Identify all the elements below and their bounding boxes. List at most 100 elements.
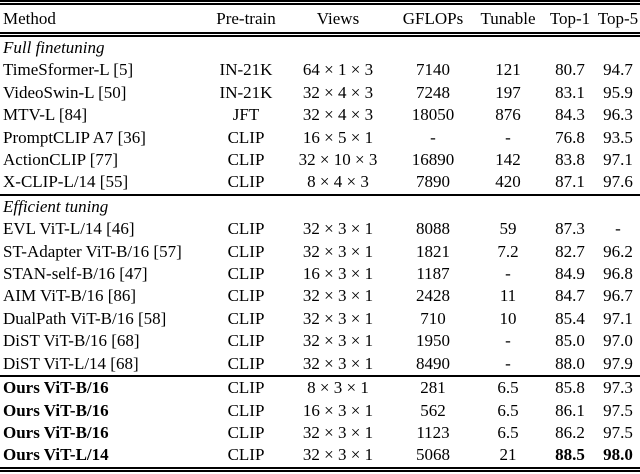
tunable-cell: - (505, 127, 511, 147)
gflops-cell: 7248 (416, 82, 450, 102)
gflops-cell: 1123 (416, 422, 450, 442)
top5-cell: 96.2 (603, 241, 633, 261)
pretrain-cell: CLIP (227, 286, 265, 306)
tunable-cell: 21 (499, 445, 517, 465)
top5-cell: 96.7 (603, 286, 633, 306)
top5-cell: 97.6 (603, 172, 633, 192)
pretrain-cell: CLIP (227, 445, 265, 465)
pretrain-cell: CLIP (227, 219, 265, 239)
tunable-cell: 6.5 (497, 422, 519, 442)
top1-cell: 87.1 (555, 172, 585, 192)
table-row: Ours ViT-B/16 CLIP 16 × 3 × 1 562 6.5 86… (0, 400, 640, 422)
pretrain-cell: JFT (232, 105, 260, 125)
table-row: EVL ViT-L/14 [46] CLIP 32 × 3 × 1 8088 5… (0, 218, 640, 240)
views-cell: 32 × 3 × 1 (302, 241, 374, 261)
top5-cell: 96.3 (603, 105, 633, 125)
tunable-cell: 6.5 (497, 400, 519, 420)
method-cell: AIM ViT-B/16 [86] (3, 286, 137, 306)
table-row: TimeSformer-L [5] IN-21K 64 × 1 × 3 7140… (0, 59, 640, 81)
table-row: Ours ViT-L/14 CLIP 32 × 3 × 1 5068 21 88… (0, 444, 640, 469)
gflops-cell: 281 (394, 375, 472, 400)
top5-cell: 98.0 (603, 445, 633, 465)
method-cell: ActionCLIP [77] (3, 150, 119, 170)
top5-cell: 97.5 (603, 422, 633, 442)
gflops-cell: 710 (420, 308, 446, 328)
tunable-cell: 197 (495, 82, 521, 102)
top1-cell: 85.4 (555, 308, 585, 328)
table-row: STAN-self-B/16 [47] CLIP 16 × 3 × 1 1187… (0, 263, 640, 285)
top1-cell: 84.3 (555, 105, 585, 125)
pretrain-cell: CLIP (227, 241, 265, 261)
tunable-cell: 6.5 (472, 375, 544, 400)
views-cell: 8 × 3 × 1 (282, 375, 394, 400)
section-label: Full finetuning (3, 38, 105, 57)
method-cell: TimeSformer-L [5] (3, 60, 134, 80)
top5-cell: 97.3 (596, 375, 640, 400)
gflops-cell: 1187 (416, 264, 450, 284)
top1-cell: 80.7 (555, 60, 585, 80)
column-header-gflops: GFLOPs (394, 2, 472, 37)
top1-cell: 85.0 (555, 331, 585, 351)
table-row: Ours ViT-B/16 CLIP 8 × 3 × 1 281 6.5 85.… (0, 375, 640, 400)
column-header-method: Method (0, 2, 210, 37)
method-cell: DiST ViT-B/16 [68] (3, 331, 140, 351)
tunable-cell: 7.2 (497, 241, 519, 261)
top1-cell: 86.1 (555, 400, 585, 420)
table-header-row: Method Pre-train Views GFLOPs Tunable To… (0, 2, 640, 37)
top5-cell: 97.1 (603, 150, 633, 170)
method-cell: ST-Adapter ViT-B/16 [57] (3, 241, 182, 261)
views-cell: 32 × 3 × 1 (302, 353, 374, 373)
method-cell: Ours ViT-B/16 (3, 400, 109, 420)
tunable-cell: - (505, 331, 511, 351)
gflops-cell: 562 (420, 400, 446, 420)
table-row: ST-Adapter ViT-B/16 [57] CLIP 32 × 3 × 1… (0, 241, 640, 263)
column-header-tunable: Tunable (472, 2, 544, 37)
views-cell: 32 × 3 × 1 (302, 445, 374, 465)
views-cell: 64 × 1 × 3 (302, 60, 374, 80)
top1-cell: 76.8 (555, 127, 585, 147)
pretrain-cell: CLIP (227, 400, 265, 420)
top5-cell: 97.0 (603, 331, 633, 351)
pretrain-cell: IN-21K (219, 60, 273, 80)
column-header-top1: Top-1 (544, 2, 596, 37)
column-header-views: Views (282, 2, 394, 37)
method-cell: VideoSwin-L [50] (3, 82, 127, 102)
top5-cell: 96.8 (603, 264, 633, 284)
top1-cell: 83.8 (555, 150, 585, 170)
top1-cell: 88.0 (555, 353, 585, 373)
views-cell: 8 × 4 × 3 (307, 172, 369, 192)
table-row: Ours ViT-B/16 CLIP 32 × 3 × 1 1123 6.5 8… (0, 422, 640, 444)
pretrain-cell: CLIP (227, 264, 265, 284)
views-cell: 32 × 4 × 3 (302, 82, 374, 102)
views-cell: 32 × 3 × 1 (302, 308, 374, 328)
tunable-cell: - (505, 264, 511, 284)
pretrain-cell: CLIP (227, 308, 265, 328)
views-cell: 16 × 3 × 1 (302, 264, 374, 284)
section-label: Efficient tuning (0, 193, 640, 219)
method-cell: DiST ViT-L/14 [68] (3, 353, 139, 373)
pretrain-cell: CLIP (227, 353, 265, 373)
top1-cell: 85.8 (544, 375, 596, 400)
top1-cell: 83.1 (555, 82, 585, 102)
pretrain-cell: CLIP (227, 150, 265, 170)
gflops-cell: 1821 (416, 241, 450, 261)
top5-cell: 94.7 (603, 60, 633, 80)
top1-cell: 87.3 (555, 219, 585, 239)
gflops-cell: 16890 (411, 150, 455, 170)
gflops-cell: 7890 (416, 172, 450, 192)
gflops-cell: 18050 (411, 105, 455, 125)
views-cell: 32 × 4 × 3 (302, 105, 374, 125)
pretrain-cell: IN-21K (219, 82, 273, 102)
top5-cell: 93.5 (603, 127, 633, 147)
tunable-cell: 142 (495, 150, 521, 170)
table-row: MTV-L [84] JFT 32 × 4 × 3 18050 876 84.3… (0, 104, 640, 126)
top1-cell: 84.7 (555, 286, 585, 306)
top1-cell: 88.5 (555, 445, 585, 465)
views-cell: 32 × 10 × 3 (298, 150, 378, 170)
table-row: DualPath ViT-B/16 [58] CLIP 32 × 3 × 1 7… (0, 308, 640, 330)
views-cell: 32 × 3 × 1 (302, 422, 374, 442)
gflops-cell: 7140 (416, 60, 450, 80)
table-row: ActionCLIP [77] CLIP 32 × 10 × 3 16890 1… (0, 149, 640, 171)
